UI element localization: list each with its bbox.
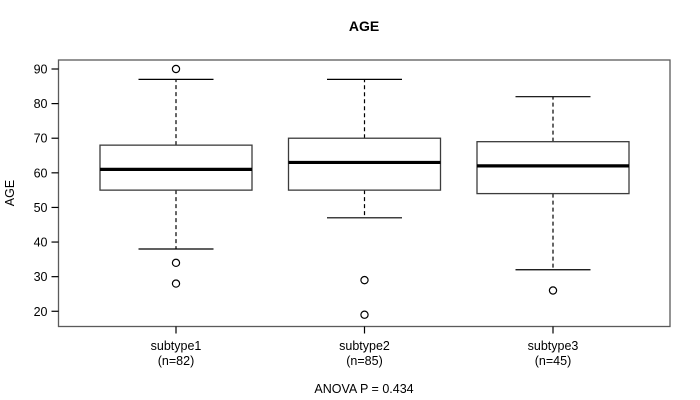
iqr-box-subtype2 <box>287 137 442 191</box>
outlier-point-subtype1 <box>171 279 181 288</box>
y-tick-label: 50 <box>34 201 48 215</box>
x-axis-sublabel-subtype3: (n=45) <box>535 354 571 368</box>
y-tick-label: 60 <box>34 166 48 180</box>
x-axis-sublabel-subtype1: (n=82) <box>158 354 194 368</box>
plot-area: 2030405060708090subtype1(n=82)subtype2(n… <box>34 59 671 368</box>
outlier-point-subtype3 <box>548 286 558 295</box>
iqr-box-subtype3 <box>476 141 630 195</box>
y-tick-label: 30 <box>34 270 48 284</box>
x-axis-label-subtype2: subtype2 <box>339 339 390 353</box>
y-axis-label: AGE <box>3 180 17 206</box>
y-tick-label: 90 <box>34 62 48 76</box>
y-tick-label: 80 <box>34 97 48 111</box>
outlier-point-subtype2 <box>360 310 369 319</box>
x-axis-label-subtype1: subtype1 <box>151 339 202 353</box>
anova-caption: ANOVA P = 0.434 <box>314 382 413 396</box>
y-tick-label: 40 <box>34 236 48 250</box>
x-axis-label-subtype3: subtype3 <box>528 339 579 353</box>
x-axis-sublabel-subtype2: (n=85) <box>346 354 382 368</box>
y-tick-label: 20 <box>34 305 48 319</box>
outlier-point-subtype1 <box>171 64 181 74</box>
outlier-point-subtype1 <box>171 258 181 268</box>
y-tick-label: 70 <box>34 132 48 146</box>
outlier-point-subtype2 <box>360 275 369 285</box>
iqr-box-subtype1 <box>99 144 253 191</box>
chart-title: AGE <box>349 18 379 34</box>
